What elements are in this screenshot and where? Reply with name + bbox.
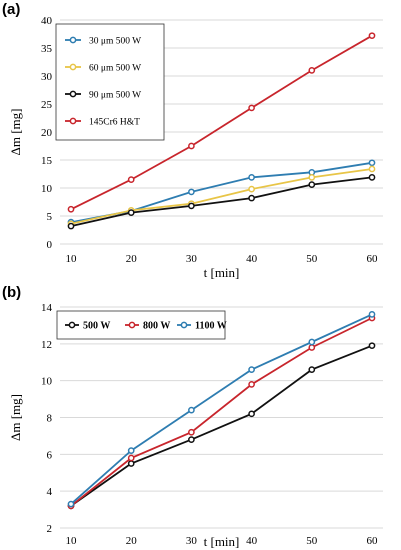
chart-a-y-tick-label: 0: [47, 239, 53, 251]
chart-b-y-tick-label: 4: [47, 486, 53, 498]
chart-a-data-point: [308, 174, 316, 181]
chart-b-data-point: [308, 366, 316, 373]
chart-b-legend-box: [56, 310, 226, 340]
chart-a-data-point: [248, 194, 255, 202]
chart-b-series-line-1: [70, 344, 373, 507]
chart-a-data-point: [67, 222, 75, 230]
chart-b-y-tick-label: 14: [41, 302, 53, 314]
chart-b-y-tick-label: 6: [47, 449, 53, 461]
chart-b-panel-label: (b): [2, 284, 21, 301]
chart-a-legend-swatch-marker: [69, 117, 77, 125]
chart-a-legend-label: 90 μm 500 W: [89, 91, 141, 101]
chart-a-y-tick-label: 5: [47, 211, 53, 223]
chart-a-x-tick-label: 40: [246, 253, 258, 265]
chart-a-x-tick-label: 60: [367, 253, 379, 265]
chart-a-y-tick-label: 20: [41, 127, 53, 139]
chart-a-legend-label: 30 μm 500 W: [89, 37, 141, 47]
chart-b-y-tick-label: 2: [47, 523, 53, 535]
chart-a-data-point: [188, 202, 195, 210]
chart-a-data-point: [368, 165, 376, 173]
chart-b-series-line-2: [70, 317, 373, 507]
chart-a-x-tick-label: 20: [126, 253, 138, 265]
chart-b-data-point: [248, 381, 255, 388]
chart-b: (b) 2 4 6 8 10 12 14 10 20 30 40 50 60 t [min] Δm [mg] 5…: [2, 284, 383, 549]
chart-b-x-tick-label: 30: [186, 535, 198, 547]
chart-b-data-point: [368, 342, 376, 350]
chart-b-y-tick-label: 8: [47, 413, 53, 425]
chart-a-data-point: [248, 104, 255, 112]
chart-a-x-axis-title: t [min]: [204, 265, 240, 280]
chart-a-data-point: [67, 205, 75, 213]
chart-b-data-point: [188, 436, 195, 443]
chart-b-data-point: [127, 447, 135, 454]
chart-b-data-point: [248, 410, 255, 418]
chart-a-y-tick-label: 10: [41, 183, 53, 195]
chart-b-data-point: [368, 311, 376, 318]
chart-a-x-tick-label: 10: [66, 253, 78, 265]
chart-a-legend-swatch-marker: [69, 90, 77, 98]
chart-b-x-tick-label: 60: [367, 535, 379, 547]
chart-a-y-tick-label: 40: [41, 15, 53, 27]
chart-a-data-point: [308, 67, 316, 74]
chart-b-data-point: [67, 500, 75, 508]
chart-b-legend-label: 500 W: [83, 321, 110, 332]
chart-a-y-tick-label: 35: [41, 43, 53, 55]
chart-b-x-tick-label: 10: [66, 535, 78, 547]
chart-b-data-point: [127, 454, 135, 462]
chart-b-data-point: [188, 428, 195, 436]
chart-b-x-tick-label: 20: [126, 535, 138, 547]
chart-a-data-point: [368, 174, 376, 181]
chart-a-series-line-3: [70, 176, 373, 227]
chart-b-x-tick-label: 40: [246, 535, 258, 547]
chart-a-data-point: [368, 32, 376, 40]
chart-a-series-line-2: [70, 168, 373, 225]
chart-a-series-line-4: [70, 34, 373, 211]
chart-b-legend-swatch-marker: [180, 321, 188, 329]
chart-a-y-tick-label: 30: [41, 71, 53, 83]
chart-a-y-axis-title: Δm [mg]: [8, 109, 23, 156]
chart-b-y-axis-title: Δm [mg]: [8, 394, 23, 441]
chart-b-y-tick-label: 10: [41, 376, 53, 388]
chart-a: (a) 0 5 10 15 20 25 30 35 40 10 20 30 40 50 60 t [min] Δm…: [2, 1, 383, 280]
chart-a-x-tick-label: 30: [186, 253, 198, 265]
chart-b-legend-label: 1100 W: [195, 321, 227, 332]
chart-b-legend-swatch-marker: [128, 321, 136, 329]
chart-b-legend-swatch-marker: [68, 321, 76, 329]
chart-a-data-point: [127, 209, 135, 216]
chart-b-data-point: [248, 366, 255, 373]
chart-a-data-point: [368, 159, 376, 167]
chart-a-data-point: [248, 185, 255, 193]
chart-b-data-point: [308, 338, 316, 346]
chart-a-legend-label: 145Cr6 H&T: [89, 118, 140, 128]
chart-a-legend-swatch-marker: [69, 36, 77, 44]
chart-b-data-point: [188, 406, 195, 414]
chart-a-data-point: [248, 174, 255, 181]
chart-a-data-point: [188, 188, 195, 196]
chart-b-x-axis-title: t [min]: [204, 534, 240, 549]
chart-b-y-tick-label: 12: [41, 339, 52, 351]
chart-b-data-point: [127, 460, 135, 467]
chart-a-y-tick-label: 15: [41, 155, 53, 167]
chart-a-panel-label: (a): [2, 1, 20, 18]
chart-a-data-point: [308, 181, 316, 188]
chart-a-legend-swatch-marker: [69, 63, 77, 71]
chart-b-series-line-3: [70, 313, 373, 505]
chart-a-legend-label: 60 μm 500 W: [89, 64, 141, 74]
chart-a-data-point: [127, 176, 135, 183]
chart-b-legend-label: 800 W: [143, 321, 170, 332]
chart-b-data-point: [308, 344, 316, 351]
chart-b-x-tick-label: 50: [306, 535, 318, 547]
chart-a-data-point: [188, 142, 195, 150]
chart-a-y-tick-label: 25: [41, 99, 53, 111]
chart-a-x-tick-label: 50: [306, 253, 318, 265]
